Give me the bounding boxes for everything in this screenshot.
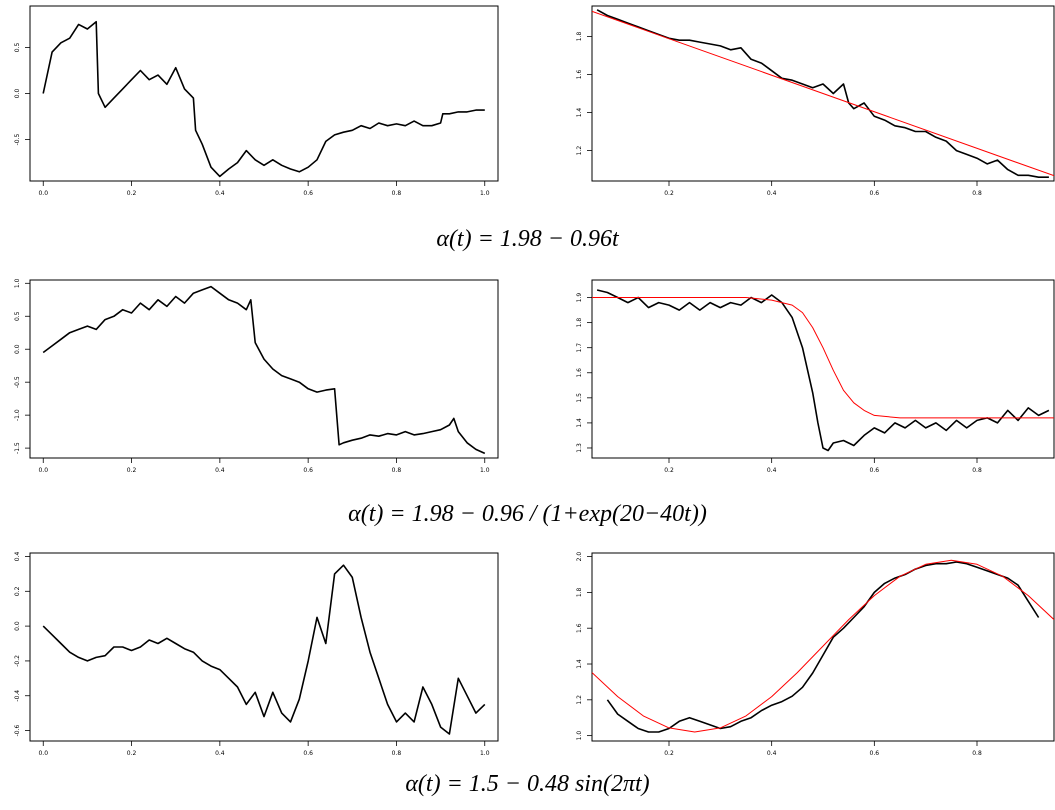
x-tick-label: 1.0 xyxy=(480,467,490,474)
x-tick-label: 0.8 xyxy=(392,467,402,474)
x-tick-label: 0.6 xyxy=(870,750,880,757)
caption-3-text: α(t) = 1.5 − 0.48 sin(2πt) xyxy=(405,771,650,797)
y-tick-label: 1.4 xyxy=(576,659,583,669)
fit-curve xyxy=(592,297,1054,419)
plot-frame xyxy=(29,279,499,459)
y-tick-label: 1.8 xyxy=(576,587,583,597)
x-tick-label: 0.2 xyxy=(127,467,137,474)
panel-2-1: 0.0 0.2 0.4 0.6 0.8 1.0 -1.5 -1.0 -0.5 0.0 0.5 1.0 xyxy=(14,278,499,474)
x-tick-label: 0.8 xyxy=(392,190,402,197)
y-tick-label: -0.5 xyxy=(14,134,21,146)
fit-curve xyxy=(592,10,1054,177)
y-tick-label: -0.4 xyxy=(14,690,21,702)
x-tick-label: 0.6 xyxy=(870,190,880,197)
x-tick-label: 0.2 xyxy=(664,190,674,197)
y-tick-label: 1.2 xyxy=(576,146,583,156)
y-tick-label: 2.0 xyxy=(576,552,583,562)
y-tick-label: 1.6 xyxy=(576,368,583,378)
x-tick-label: 0.4 xyxy=(215,190,225,197)
caption-2: α(t) = 1.98 − 0.96 / (1+exp(20−40t)) xyxy=(0,500,1055,528)
y-tick-label: 0.4 xyxy=(14,552,21,562)
x-tick-label: 1.0 xyxy=(480,190,490,197)
panel-1-1: 0.0 0.2 0.4 0.6 0.8 1.0 -0.5 0.0 0.5 xyxy=(14,5,499,197)
x-tick-label: 0.6 xyxy=(870,467,880,474)
x-tick-label: 0.8 xyxy=(972,467,982,474)
path-series xyxy=(596,9,1049,178)
caption-3: α(t) = 1.5 − 0.48 sin(2πt) xyxy=(0,770,1055,798)
x-tick-label: 0.2 xyxy=(127,190,137,197)
x-tick-label: 1.0 xyxy=(480,750,490,757)
x-tick-label: 0.6 xyxy=(303,750,313,757)
y-tick-label: 0.2 xyxy=(14,586,21,596)
x-tick-label: 0.4 xyxy=(215,750,225,757)
x-tick-label: 0.6 xyxy=(303,190,313,197)
x-tick-label: 0.4 xyxy=(767,750,777,757)
path-series xyxy=(42,20,485,178)
x-tick-label: 0.8 xyxy=(972,190,982,197)
y-tick-label: 1.4 xyxy=(576,418,583,428)
caption-2-text: α(t) = 1.98 − 0.96 / (1+exp(20−40t)) xyxy=(348,501,707,527)
path-series xyxy=(606,561,1040,733)
x-tick-label: 0.8 xyxy=(972,750,982,757)
panel-2-2: 0.2 0.4 0.6 0.8 1.3 1.4 1.5 1.6 1.7 1.8 1.9 xyxy=(576,279,1055,474)
x-tick-label: 0.0 xyxy=(38,750,48,757)
plot-frame xyxy=(591,5,1055,182)
y-tick-label: 1.5 xyxy=(576,393,583,403)
y-tick-label: 1.0 xyxy=(14,278,21,288)
caption-1: α(t) = 1.98 − 0.96t xyxy=(0,225,1055,253)
y-tick-label: 0.0 xyxy=(14,621,21,631)
caption-1-text: α(t) = 1.98 − 0.96t xyxy=(436,226,619,252)
y-tick-label: 1.2 xyxy=(576,695,583,705)
y-tick-label: 1.7 xyxy=(576,343,583,353)
y-tick-label: 1.6 xyxy=(576,623,583,633)
panel-3-2: 0.2 0.4 0.6 0.8 1.0 1.2 1.4 1.6 1.8 2.0 xyxy=(576,552,1055,757)
plot-frame xyxy=(29,5,499,182)
y-tick-label: 1.4 xyxy=(576,108,583,118)
y-tick-label: 1.6 xyxy=(576,70,583,80)
panel-3-1: 0.0 0.2 0.4 0.6 0.8 1.0 -0.6 -0.4 -0.2 0.0 0.2 0.4 xyxy=(14,552,499,757)
y-tick-label: 1.9 xyxy=(576,293,583,303)
y-tick-label: 0.0 xyxy=(14,344,21,354)
x-tick-label: 0.6 xyxy=(303,467,313,474)
fit-curve xyxy=(592,559,1054,733)
x-tick-label: 0.0 xyxy=(38,467,48,474)
y-tick-label: 1.3 xyxy=(576,443,583,453)
x-tick-label: 0.2 xyxy=(664,467,674,474)
y-tick-label: 1.8 xyxy=(576,318,583,328)
y-tick-label: -0.6 xyxy=(14,725,21,737)
y-tick-label: -1.5 xyxy=(14,442,21,454)
x-tick-label: 0.8 xyxy=(392,750,402,757)
panel-1-2: 0.2 0.4 0.6 0.8 1.2 1.4 1.6 1.8 xyxy=(576,5,1055,197)
x-tick-label: 0.4 xyxy=(767,467,777,474)
path-series xyxy=(42,285,486,455)
x-tick-label: 0.4 xyxy=(215,467,225,474)
plot-frame xyxy=(591,552,1055,742)
y-tick-label: -0.2 xyxy=(14,655,21,667)
y-tick-label: 1.0 xyxy=(576,731,583,741)
x-tick-label: 0.2 xyxy=(127,750,137,757)
path-series xyxy=(42,564,486,735)
plot-frame xyxy=(29,552,499,742)
x-tick-label: 0.0 xyxy=(38,190,48,197)
y-tick-label: 0.0 xyxy=(14,89,21,99)
y-tick-label: 1.8 xyxy=(576,31,583,41)
path-series xyxy=(596,289,1050,452)
y-tick-label: 0.5 xyxy=(14,42,21,52)
x-tick-label: 0.2 xyxy=(664,750,674,757)
plot-frame xyxy=(591,279,1055,459)
x-tick-label: 0.4 xyxy=(767,190,777,197)
y-tick-label: 0.5 xyxy=(14,311,21,321)
y-tick-label: -1.0 xyxy=(14,409,21,421)
y-tick-label: -0.5 xyxy=(14,376,21,388)
